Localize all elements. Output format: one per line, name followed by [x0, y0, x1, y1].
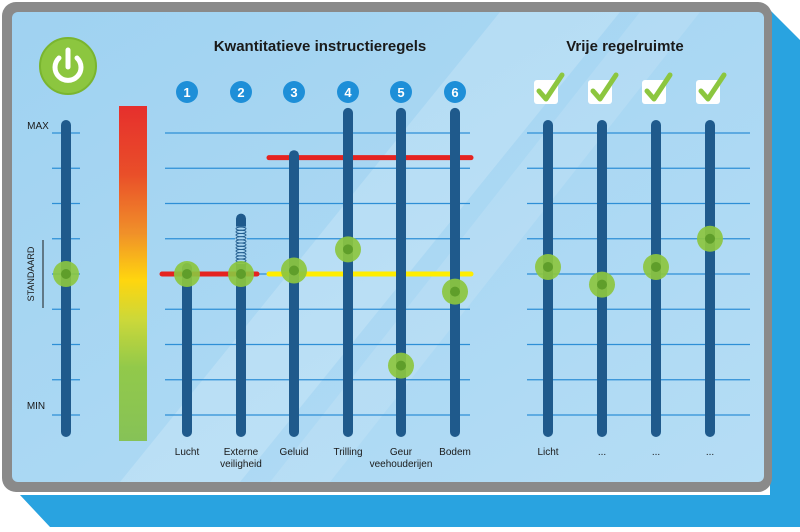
slider-label: ... — [598, 447, 606, 458]
slider-label-line: veehouderijen — [370, 459, 433, 470]
level-meter-texture — [119, 106, 147, 441]
rule-badge — [390, 81, 412, 103]
scale-max-label: MAX — [27, 121, 49, 132]
slider-label-line: Externe — [224, 447, 259, 458]
slider-label-line: Licht — [537, 447, 558, 458]
rule-badge — [444, 81, 466, 103]
standard-slider-knob-center — [61, 269, 71, 279]
slider-label: Externe veiligheid — [220, 447, 262, 470]
quantitative-slider-knob-center — [450, 286, 460, 297]
slider-label: Licht — [537, 447, 558, 458]
panel-face — [12, 12, 764, 482]
slider-label: Trilling — [333, 447, 362, 458]
slider-label: Geluid — [280, 447, 309, 458]
rule-badge — [230, 81, 252, 103]
scale-standard-label: STANDAARD — [26, 246, 36, 301]
rule-badge-number: 6 — [451, 85, 458, 100]
slider-label-line: Bodem — [439, 447, 471, 458]
power-icon — [52, 47, 84, 83]
standard-scale: MAX MIN STANDAARD — [26, 121, 49, 412]
slider-label-line: ... — [706, 447, 714, 458]
free-slider-knob-center — [597, 279, 607, 290]
rule-badge — [337, 81, 359, 103]
check-icon — [536, 72, 565, 102]
slider-label: ... — [706, 447, 714, 458]
slider-label-line: Geur — [390, 447, 413, 458]
rule-badge-number: 4 — [344, 85, 352, 100]
slider-label-line: Trilling — [333, 447, 362, 458]
check-icon — [644, 72, 673, 102]
spring-slot — [235, 226, 247, 264]
check-icon — [698, 72, 727, 102]
slider-labels: Lucht Externe veiligheid Geluid Trilling Geur… — [175, 447, 714, 470]
panel-glare-2 — [270, 12, 700, 482]
power-button[interactable] — [39, 37, 97, 95]
slider-label-line: Geluid — [280, 447, 309, 458]
rule-badge-number: 2 — [237, 85, 244, 100]
quantitative-slider-knob-center — [343, 244, 353, 255]
slider-label: ... — [652, 447, 660, 458]
sliders: 1 2 3 4 5 6 — [53, 72, 727, 437]
rule-badge-number: 3 — [290, 85, 297, 100]
quantitative-slider-knob-center — [396, 360, 406, 371]
free-slider-knob-center — [705, 233, 715, 244]
quantitative-slider-knob-center — [236, 269, 246, 279]
title-free: Vrije regelruimte — [566, 38, 684, 55]
check-icon — [590, 72, 619, 102]
title-quantitative: Kwantitatieve instructieregels — [214, 38, 427, 55]
quantitative-slider-knob-center — [289, 265, 299, 276]
slider-label-line: ... — [652, 447, 660, 458]
rule-badge — [176, 81, 198, 103]
slider-label: Geur veehouderijen — [370, 447, 433, 470]
rule-badge — [283, 81, 305, 103]
slider-label-line: Lucht — [175, 447, 200, 458]
slider-label: Bodem — [439, 447, 471, 458]
slider-label-line: ... — [598, 447, 606, 458]
free-slider-knob-center — [543, 261, 553, 272]
rule-badge-number: 1 — [183, 85, 190, 100]
level-meter — [119, 106, 147, 441]
slider-label: Lucht — [175, 447, 200, 458]
scale-min-label: MIN — [27, 401, 45, 412]
quantitative-slider-knob-center — [182, 269, 192, 279]
rule-badge-number: 5 — [397, 85, 404, 100]
free-slider-knob-center — [651, 261, 661, 272]
slider-label-line: veiligheid — [220, 459, 262, 470]
